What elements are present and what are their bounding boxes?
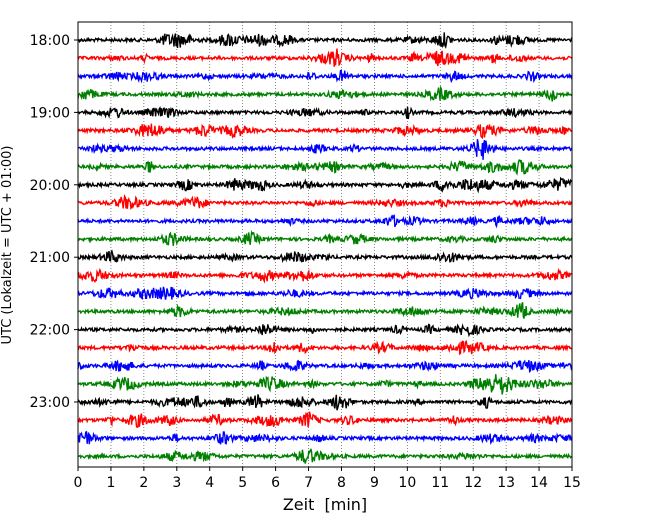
trace-line [77,193,573,211]
x-tick-label: 10 [398,475,416,491]
trace-line [77,139,573,160]
y-tick-label: 21:00 [30,250,70,266]
x-axis-ticks: 0 1 2 3 4 5 6 7 8 9 10 11 12 13 14 15 [74,467,581,491]
plot-frame [77,21,573,468]
x-tick-label: 11 [431,475,449,491]
trace-line [77,323,573,338]
trace-line [77,359,573,374]
trace-lines [77,32,573,464]
x-axis-label: Zeit [min] [283,495,367,514]
x-tick-label: 7 [304,475,313,491]
trace-line [77,69,573,84]
trace-line [77,214,573,229]
trace-line [77,374,573,395]
trace-line [77,286,573,300]
x-tick-label: 15 [563,475,581,491]
trace-line [77,339,573,356]
trace-line [77,48,573,67]
trace-line [77,394,573,411]
trace-line [77,302,573,319]
x-tick-label: 6 [271,475,280,491]
trace-line [77,411,573,428]
x-tick-label: 4 [205,475,214,491]
trace-line [77,448,573,464]
trace-line [77,123,573,140]
trace-line [77,85,573,102]
y-tick-label: 22:00 [30,323,70,339]
x-tick-label: 14 [530,475,548,491]
trace-line [77,249,573,264]
y-tick-label: 18:00 [30,33,70,49]
trace-line [77,106,573,120]
x-tick-label: 5 [238,475,247,491]
x-tick-label: 9 [370,475,379,491]
x-tick-label: 1 [106,475,115,491]
x-tick-label: 13 [497,475,515,491]
trace-line [78,176,573,194]
trace-line [77,229,573,247]
y-axis-label: UTC (Lokalzeit = UTC + 01:00) [0,146,15,345]
y-tick-label: 19:00 [30,105,70,121]
y-tick-label: 20:00 [30,178,70,194]
x-tick-label: 12 [464,475,482,491]
y-tick-label: 23:00 [30,395,70,411]
x-tick-label: 2 [139,475,148,491]
trace-line [77,267,573,284]
y-axis-ticks: 18:00 19:00 20:00 21:00 22:00 23:00 [30,33,78,411]
trace-line [77,430,573,445]
x-tick-label: 0 [74,475,83,491]
x-tick-label: 8 [337,475,346,491]
trace-line [77,32,573,49]
x-tick-label: 3 [172,475,181,491]
trace-line [77,159,573,176]
